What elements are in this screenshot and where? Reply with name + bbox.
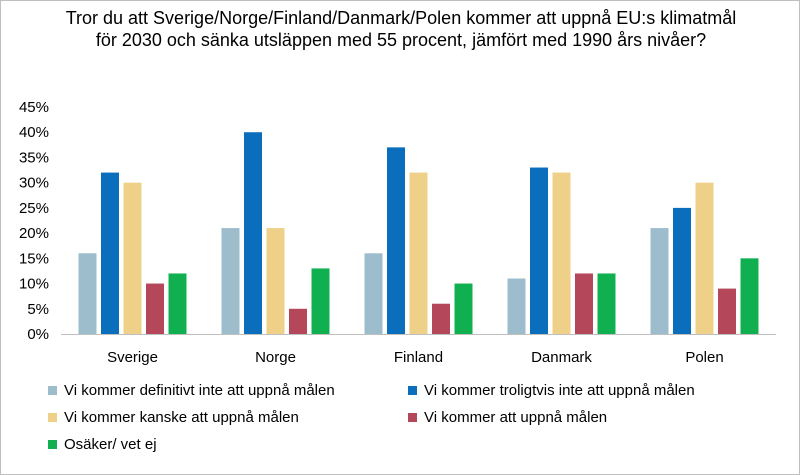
legend-swatch — [408, 412, 417, 422]
x-tick-label: Sverige — [107, 349, 158, 366]
legend-label: Vi kommer att uppnå målen — [424, 408, 608, 426]
legend-item-definitivt-inte: Vi kommer definitivt inte att uppnå måle… — [48, 379, 335, 401]
bar — [409, 172, 428, 334]
bar — [78, 253, 97, 334]
legend-label: Vi kommer kanske att uppnå målen — [64, 408, 299, 426]
y-tick-label: 45% — [19, 99, 49, 116]
legend-item-kanske: Vi kommer kanske att uppnå målen — [48, 406, 299, 428]
y-axis: 0% 5% 10% 15% 20% 25% 30% 35% 40% 45% — [19, 99, 49, 343]
bar — [311, 268, 330, 334]
bar — [123, 182, 142, 334]
bar — [364, 253, 383, 334]
bar — [289, 308, 307, 334]
bar — [530, 167, 548, 334]
bar — [597, 273, 616, 334]
bar — [575, 273, 593, 334]
x-axis: Sverige Norge Finland Danmark Polen — [107, 349, 724, 366]
y-tick-label: 30% — [19, 175, 49, 192]
chart-title: Tror du att Sverige/Norge/Finland/Danmar… — [65, 8, 737, 50]
y-tick-label: 20% — [19, 225, 49, 242]
bars — [78, 132, 759, 334]
legend-swatch — [408, 385, 417, 395]
bar — [168, 273, 187, 334]
bar — [146, 283, 164, 334]
legend-swatch — [48, 412, 57, 422]
y-tick-label: 0% — [27, 326, 49, 343]
x-tick-label: Norge — [255, 349, 296, 366]
bar — [387, 147, 405, 334]
x-tick-label: Danmark — [531, 349, 592, 366]
legend-swatch — [48, 439, 57, 449]
legend-label: Osäker/ vet ej — [64, 435, 157, 453]
bar — [718, 288, 736, 334]
bar — [244, 132, 262, 334]
legend-item-osaker: Osäker/ vet ej — [48, 433, 157, 455]
bar — [552, 172, 571, 334]
y-tick-label: 40% — [19, 124, 49, 141]
bar — [432, 303, 450, 334]
y-tick-label: 5% — [27, 301, 49, 318]
legend-label: Vi kommer troligtvis inte att uppnå måle… — [424, 381, 695, 399]
bar — [650, 228, 669, 334]
y-tick-label: 10% — [19, 276, 49, 293]
bar — [101, 172, 119, 334]
legend-label: Vi kommer definitivt inte att uppnå måle… — [64, 381, 335, 399]
x-tick-label: Finland — [394, 349, 443, 366]
bar — [740, 258, 759, 334]
bar — [673, 207, 691, 334]
bar — [454, 283, 473, 334]
y-tick-label: 35% — [19, 149, 49, 166]
bar — [221, 228, 240, 334]
legend-swatch — [48, 385, 57, 395]
x-tick-label: Polen — [685, 349, 723, 366]
y-tick-label: 25% — [19, 200, 49, 217]
legend-item-kommer-att: Vi kommer att uppnå målen — [408, 406, 607, 428]
legend-item-troligtvis-inte: Vi kommer troligtvis inte att uppnå måle… — [408, 379, 695, 401]
bar — [695, 182, 714, 334]
bar — [266, 228, 285, 334]
bar — [507, 278, 526, 334]
y-tick-label: 15% — [19, 250, 49, 267]
